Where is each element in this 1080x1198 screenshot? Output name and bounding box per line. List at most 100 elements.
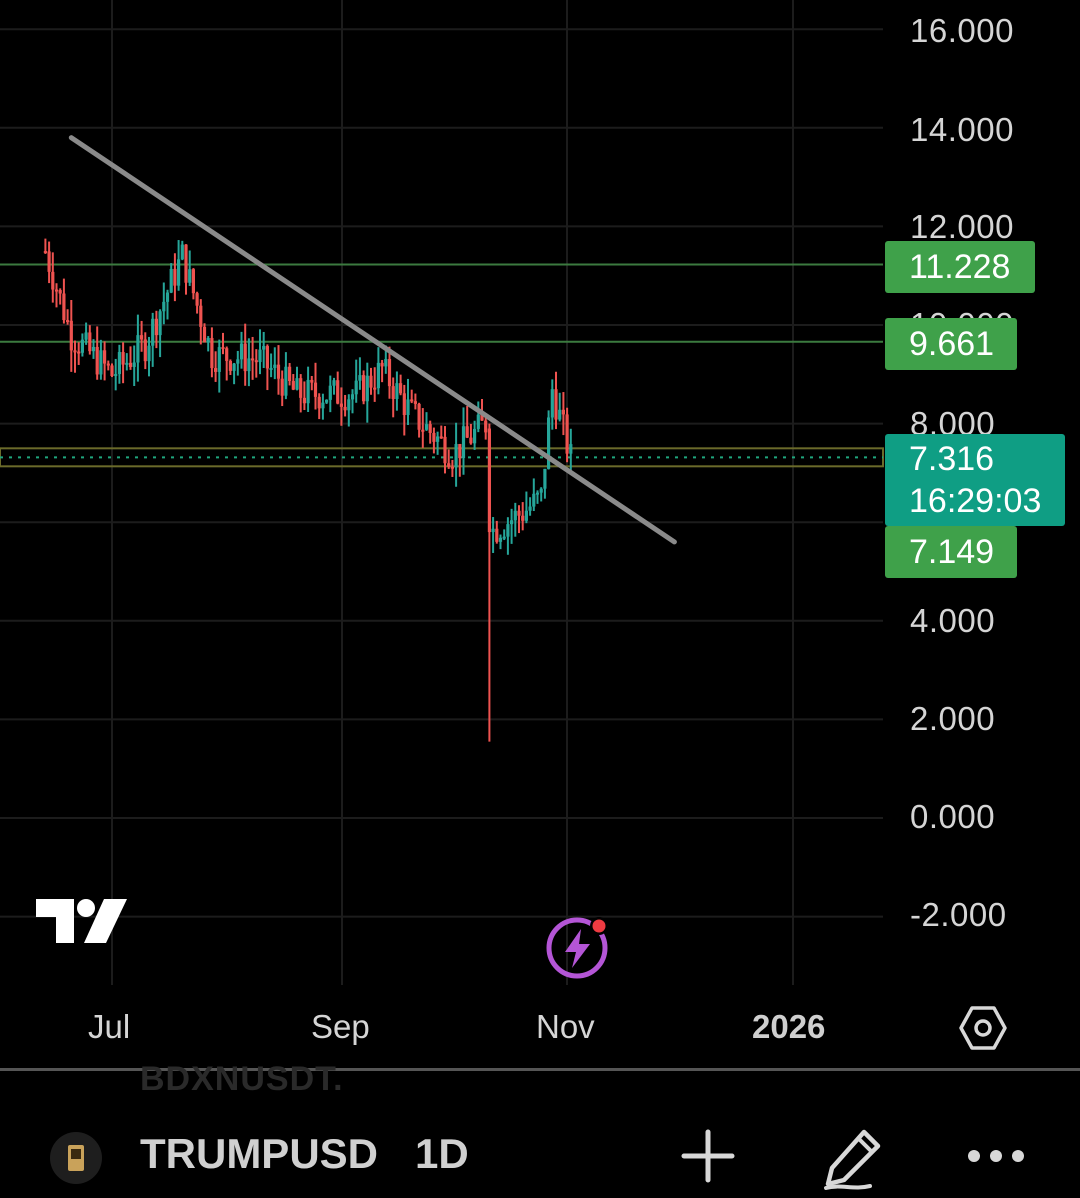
symbol-name[interactable]: TRUMPUSD xyxy=(140,1130,378,1177)
candle-body xyxy=(173,268,177,286)
candle-body xyxy=(565,414,569,454)
candle-body xyxy=(432,432,436,442)
candle-body xyxy=(458,444,462,459)
candle-body xyxy=(369,375,373,388)
candle-body xyxy=(535,492,540,495)
price-badge-7149: 7.149 xyxy=(885,526,1017,578)
y-tick-16: 16.000 xyxy=(910,12,1014,49)
candle-body xyxy=(262,346,266,350)
candle-body xyxy=(376,362,380,389)
candle-body xyxy=(273,364,277,368)
candle-body xyxy=(210,337,214,369)
candle-body xyxy=(103,350,107,364)
candle-body xyxy=(347,399,351,411)
candle-body xyxy=(280,378,284,396)
current-price-badge: 7.316 16:29:03 xyxy=(885,434,1065,526)
candle-body xyxy=(413,401,417,404)
candle-body xyxy=(132,362,136,367)
candle-body xyxy=(495,528,499,542)
interval-selector[interactable]: 1D xyxy=(415,1130,469,1177)
y-tick-2: 2.000 xyxy=(910,700,996,737)
candle-body xyxy=(506,524,510,537)
footer-divider xyxy=(0,1068,1080,1071)
candle-body xyxy=(162,301,166,312)
y-tick-neg2: -2.000 xyxy=(910,896,1007,933)
candle-body xyxy=(284,366,288,396)
avatar-icon[interactable] xyxy=(50,1132,102,1184)
candle-body xyxy=(125,362,129,365)
candle-body xyxy=(336,380,340,404)
candle-body xyxy=(191,269,195,294)
candle-body xyxy=(99,350,103,375)
candle-body xyxy=(561,409,565,415)
candle-body xyxy=(439,436,443,439)
candle-body xyxy=(154,318,158,336)
candle-body xyxy=(461,426,466,459)
candle-body xyxy=(358,375,362,381)
candle-body xyxy=(106,363,110,366)
candle-body xyxy=(384,358,388,367)
candle-body xyxy=(114,374,118,377)
pencil-icon[interactable] xyxy=(820,1128,886,1192)
candle-body xyxy=(51,271,55,290)
more-icon[interactable] xyxy=(965,1128,1027,1184)
x-tick-sep: Sep xyxy=(311,1008,370,1045)
x-tick-nov: Nov xyxy=(536,1008,595,1045)
candle-body xyxy=(177,259,181,286)
candle-body xyxy=(206,337,210,343)
candle-body xyxy=(188,269,192,283)
candle-body xyxy=(365,375,369,402)
y-tick-14: 14.000 xyxy=(910,111,1014,148)
candle-body xyxy=(543,468,547,489)
candle-body xyxy=(247,358,251,372)
candle-body xyxy=(225,348,229,361)
candle-body xyxy=(228,360,232,371)
candle-body xyxy=(532,493,536,507)
candle-body xyxy=(484,420,488,433)
candle-body xyxy=(558,409,562,420)
candle-body xyxy=(239,343,244,360)
flash-icon[interactable] xyxy=(545,915,615,985)
price-badge-9661: 9.661 xyxy=(885,318,1017,370)
candles xyxy=(43,238,573,742)
candle-body xyxy=(302,397,306,404)
chart-canvas[interactable] xyxy=(0,0,1080,1070)
y-tick-0: 0.000 xyxy=(910,798,996,835)
candle-body xyxy=(147,345,151,362)
candle-body xyxy=(476,414,480,429)
candle-body xyxy=(498,537,503,542)
candle-body xyxy=(221,347,225,350)
candle-body xyxy=(295,378,299,390)
bottom-toolbar: TRUMPUSD 1D xyxy=(0,1100,1080,1198)
settings-icon[interactable] xyxy=(958,1005,1008,1051)
candle-body xyxy=(151,318,155,346)
candle-body xyxy=(214,368,218,372)
candle-body xyxy=(569,444,573,454)
candle-body xyxy=(91,346,96,352)
trendline-segment xyxy=(68,135,677,545)
candle-body xyxy=(276,364,281,379)
candle-body xyxy=(524,510,528,521)
candle-body xyxy=(84,332,88,340)
candle-body xyxy=(269,367,273,370)
candle-body xyxy=(195,293,199,306)
candle-body xyxy=(421,429,425,432)
candle-body xyxy=(95,346,99,375)
candle-body xyxy=(66,320,70,323)
candle-body xyxy=(254,360,258,363)
x-tick-jul: Jul xyxy=(88,1008,131,1045)
candle-body xyxy=(436,436,440,442)
current-price: 7.316 xyxy=(909,440,995,478)
candle-body xyxy=(465,426,469,438)
candle-body xyxy=(169,268,173,293)
candle-body xyxy=(265,346,269,369)
plus-icon[interactable] xyxy=(680,1128,736,1184)
candle-body xyxy=(373,387,377,390)
candle-body xyxy=(510,520,514,525)
candle-body xyxy=(88,332,92,352)
candle-body xyxy=(513,510,517,521)
candle-body xyxy=(387,358,392,387)
candle-body xyxy=(184,244,188,283)
candle-body xyxy=(54,289,59,292)
candle-body xyxy=(547,417,551,469)
